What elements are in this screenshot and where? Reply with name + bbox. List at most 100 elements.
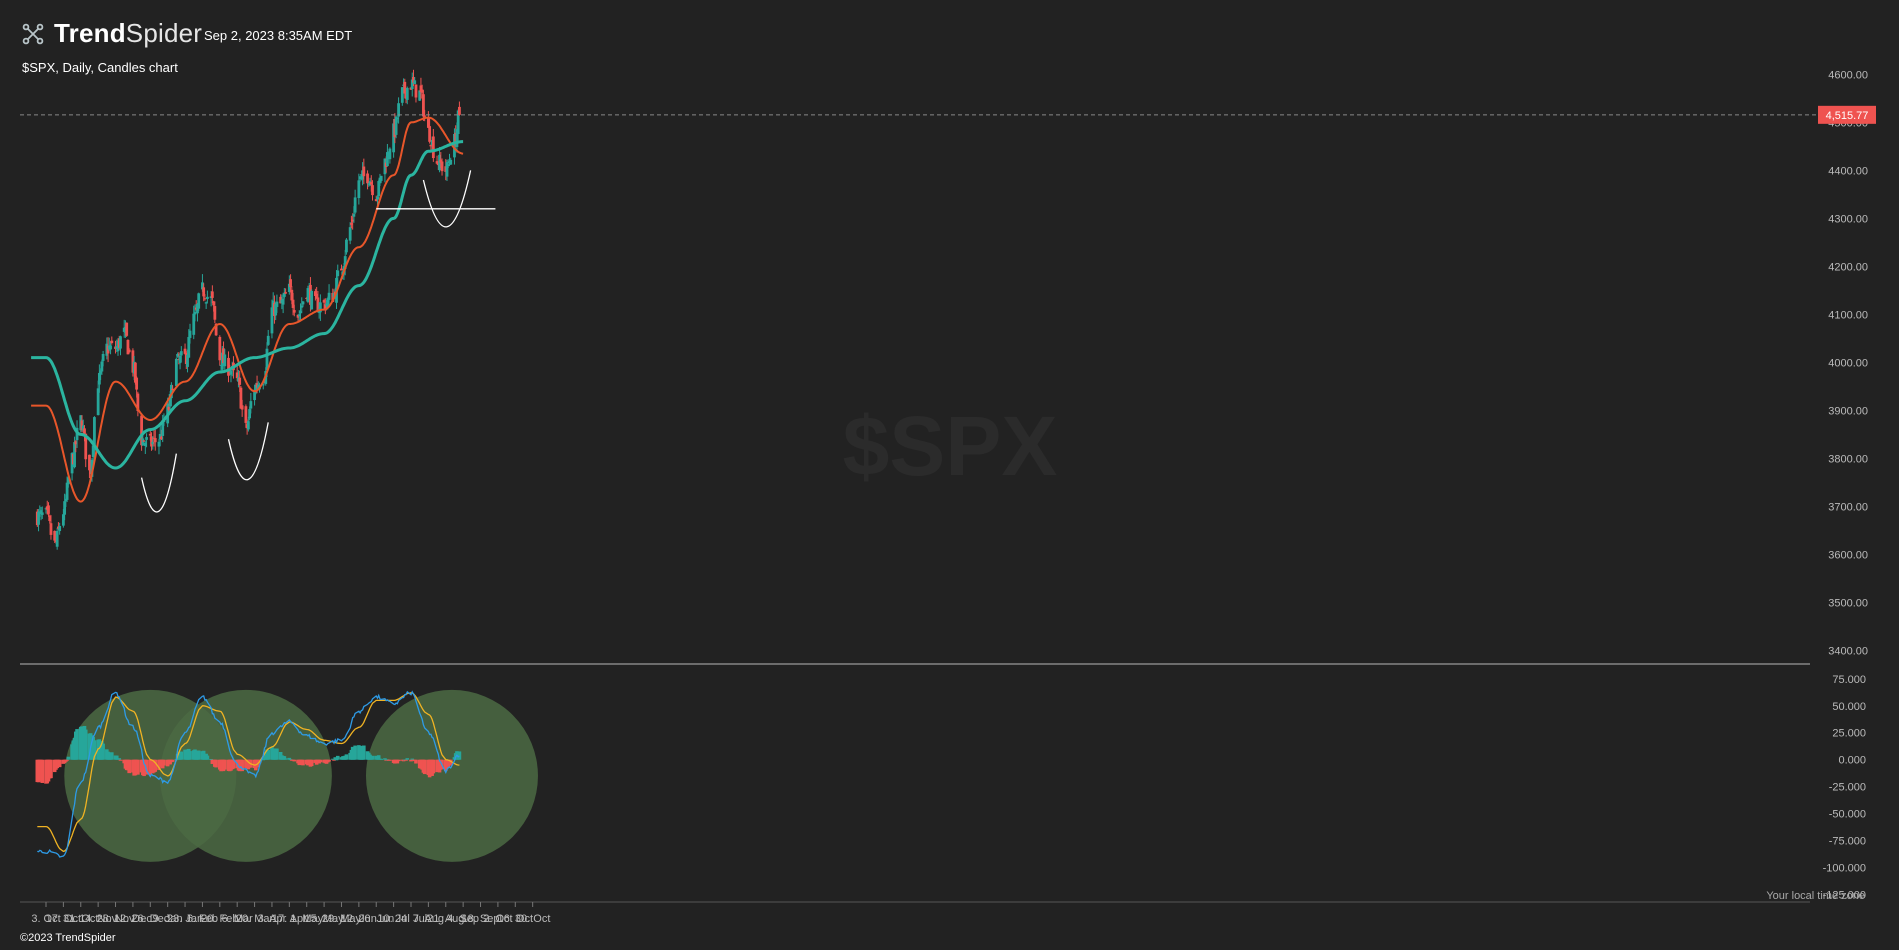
candle-body — [254, 384, 258, 394]
macd-histogram-bar — [222, 759, 227, 770]
macd-y-tick-label: 25.000 — [1832, 728, 1866, 740]
candle-body — [352, 214, 356, 217]
price-y-tick-label: 3400.00 — [1828, 645, 1868, 657]
macd-histogram-bar — [282, 756, 287, 760]
macd-y-tick-label: -75.000 — [1829, 836, 1866, 848]
chart-subtitle: $SPX, Daily, Candles chart — [22, 60, 178, 75]
candle-body — [322, 300, 326, 303]
macd-histogram-bar — [396, 759, 401, 762]
candle-body — [205, 296, 209, 299]
x-tick-label: 30. Oct — [515, 913, 550, 925]
x-tick-label: 26. Jun — [358, 913, 394, 925]
macd-histogram-bar — [83, 729, 88, 760]
candle-body — [203, 298, 207, 300]
annotation-arc — [140, 453, 177, 513]
candle-body — [291, 299, 295, 308]
macd-histogram-bar — [410, 758, 415, 760]
price-y-tick-label: 3600.00 — [1828, 549, 1868, 561]
x-tick-label: 21. Aug — [427, 913, 464, 925]
candle-body — [101, 354, 105, 361]
macd-y-tick-label: 75.000 — [1832, 674, 1866, 686]
candle-body — [299, 311, 302, 314]
macd-histogram-bar — [75, 729, 79, 760]
candle-body — [239, 387, 243, 409]
candle-body — [192, 313, 196, 335]
candle-body — [197, 293, 201, 309]
macd-histogram-bar — [309, 759, 314, 767]
macd-histogram-bar — [431, 759, 436, 774]
candle-body — [261, 384, 265, 386]
candle-body — [357, 180, 361, 199]
x-tick-label: 18. Sep — [462, 913, 500, 925]
candle-body — [100, 361, 104, 372]
macd-histogram-bar — [395, 759, 400, 764]
macd-histogram-bar — [65, 759, 69, 761]
candle-body — [202, 287, 206, 297]
macd-histogram-bar — [388, 759, 392, 761]
candle-body — [449, 159, 453, 165]
candle-body — [395, 118, 399, 120]
macd-histogram-bar — [205, 755, 210, 760]
candle-body — [445, 162, 449, 177]
candle-body — [265, 348, 269, 371]
macd-histogram-bar — [153, 759, 158, 772]
timezone-note: Your local time zone — [1766, 890, 1865, 902]
candle-body — [97, 372, 101, 385]
x-tick-label: 14. Nov — [79, 913, 117, 925]
brand-name: TrendSpider — [54, 18, 202, 49]
candles-group — [35, 69, 461, 550]
candle-body — [314, 291, 317, 296]
candle-body — [148, 433, 152, 436]
candle-body — [282, 292, 286, 297]
candle-body — [414, 84, 418, 98]
candle-body — [249, 401, 253, 409]
candle-body — [388, 148, 392, 160]
candle-body — [366, 173, 369, 184]
brand: TrendSpider — [20, 18, 202, 49]
candle-body — [141, 438, 145, 446]
candle-body — [336, 270, 340, 277]
macd-histogram-bar — [283, 758, 288, 760]
macd-histogram-bar — [330, 758, 335, 760]
candle-body — [362, 166, 366, 177]
candle-body — [168, 394, 172, 407]
candle-body — [55, 531, 59, 547]
highlight-circle — [365, 689, 538, 862]
last-price-label: 4,515.77 — [1826, 110, 1869, 122]
candle-body — [318, 302, 322, 313]
macd-histogram-bar — [287, 757, 292, 760]
macd-histogram-bar — [231, 759, 236, 769]
candle-body — [281, 298, 285, 305]
macd-histogram-bar — [405, 758, 410, 760]
macd-histogram-bar — [196, 750, 201, 760]
candle-body — [235, 372, 239, 379]
candle-body — [310, 290, 314, 310]
x-tick-label: 2. Oct — [483, 913, 512, 925]
candle-body — [142, 440, 146, 442]
macd-histogram-bar — [64, 759, 68, 762]
watermark-symbol: $SPX — [843, 399, 1058, 493]
candle-body — [39, 510, 43, 515]
macd-histogram-bar — [383, 758, 387, 760]
macd-histogram-bar — [409, 759, 413, 762]
macd-y-tick-label: -100.000 — [1823, 863, 1866, 875]
macd-histogram-bar — [240, 759, 244, 772]
candle-body — [53, 530, 57, 541]
candle-body — [61, 514, 65, 526]
candle-body — [266, 335, 270, 345]
candle-body — [227, 357, 230, 376]
candle-body — [429, 144, 433, 147]
candle-body — [110, 340, 114, 344]
price-y-tick-label: 4300.00 — [1828, 213, 1868, 225]
x-tick-label: 4. Sep — [447, 913, 479, 925]
candle-body — [81, 425, 85, 431]
macd-histogram-bar — [136, 759, 140, 775]
x-tick-label: 26. Dec — [131, 913, 169, 925]
candle-body — [48, 515, 52, 522]
candle-body — [157, 441, 161, 447]
x-tick-label: 20. Mar — [236, 913, 274, 925]
macd-y-tick-label: -50.000 — [1829, 809, 1866, 821]
candle-body — [66, 477, 70, 485]
candle-body — [74, 441, 78, 445]
